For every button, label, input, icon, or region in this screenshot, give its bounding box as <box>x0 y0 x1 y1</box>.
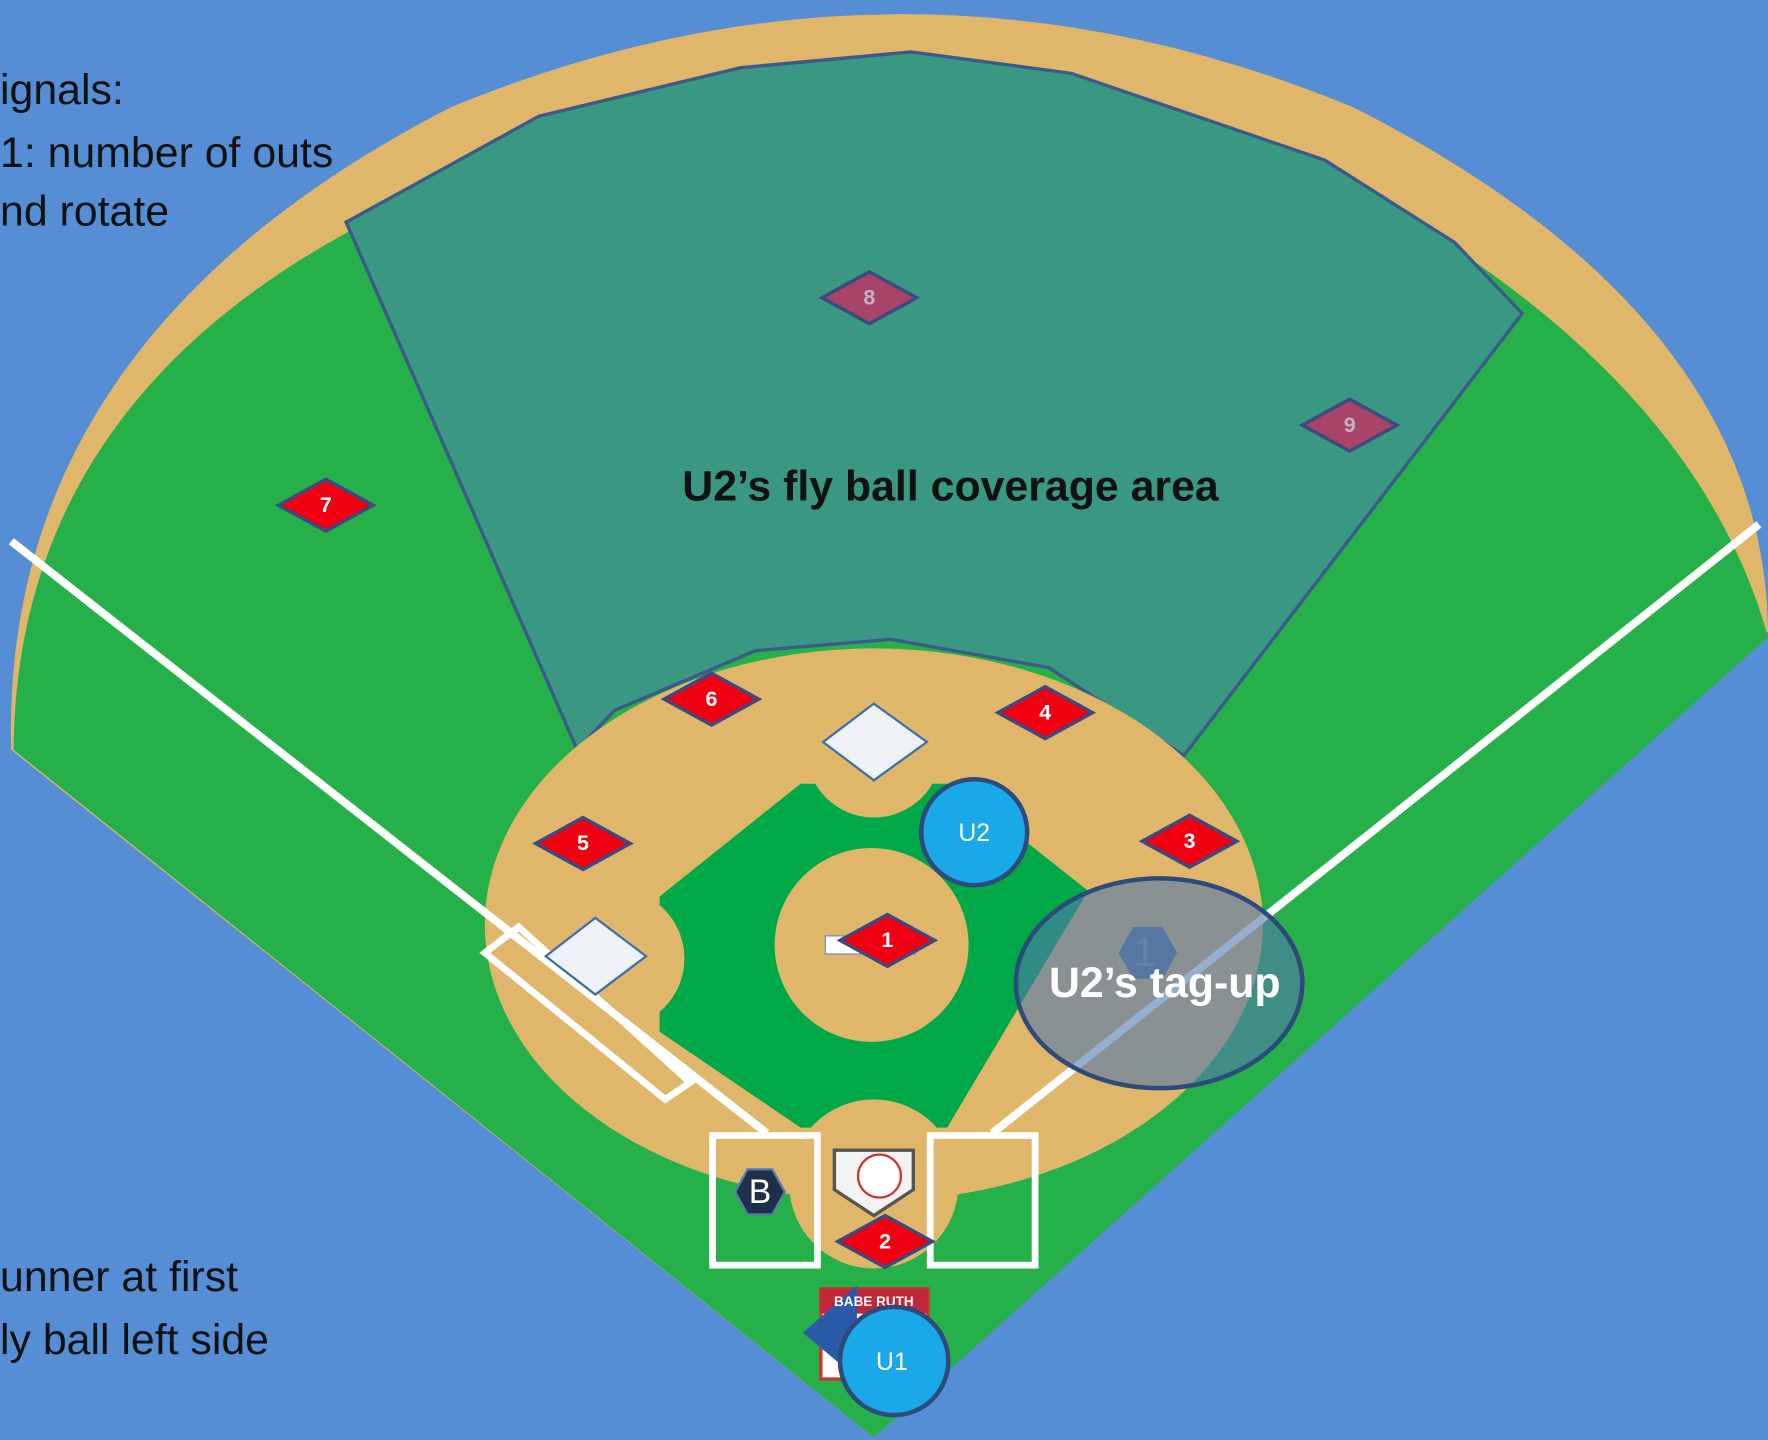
player-label: 7 <box>320 493 332 517</box>
player-label: 2 <box>879 1229 891 1253</box>
player-marker <box>1138 813 1241 870</box>
batter-box <box>709 1132 821 1269</box>
player-label: 8 <box>863 286 875 310</box>
umpire <box>837 1304 951 1418</box>
umpire-label: U2 <box>958 820 990 847</box>
umpire-label: U1 <box>876 1349 908 1376</box>
umpire <box>918 776 1030 888</box>
player-label: 4 <box>1039 700 1051 724</box>
player-marker <box>660 671 763 728</box>
player-marker <box>994 684 1097 741</box>
player-marker <box>834 1213 937 1270</box>
coverage-area <box>343 50 1525 758</box>
second-base <box>821 702 929 782</box>
third-base <box>543 916 648 996</box>
note: ignals: <box>0 66 124 114</box>
baseball <box>856 1153 903 1199</box>
player-marker <box>532 815 634 872</box>
note: unner at first <box>0 1253 238 1301</box>
player-label: 1 <box>881 928 893 952</box>
coach-box <box>479 922 696 1104</box>
tagup-area <box>1013 876 1305 1091</box>
player-marker <box>836 912 939 969</box>
player-label: 9 <box>1344 413 1356 437</box>
player-marker <box>818 269 921 326</box>
player-label: 5 <box>577 831 589 855</box>
note: ly ball left side <box>0 1316 269 1364</box>
coverage-label: U2’s fly ball coverage area <box>682 463 1220 511</box>
batter-box <box>926 1132 1039 1269</box>
player-marker <box>1298 397 1401 454</box>
note: nd rotate <box>0 188 169 236</box>
batter-icon <box>733 1168 787 1216</box>
tagup-label: U2’s tag-up <box>1049 959 1281 1007</box>
player-label: 6 <box>706 687 718 711</box>
note: 1: number of outs <box>0 129 333 177</box>
player-label: 3 <box>1184 829 1196 853</box>
player-marker <box>274 477 377 534</box>
batter-label: B <box>749 1173 772 1211</box>
